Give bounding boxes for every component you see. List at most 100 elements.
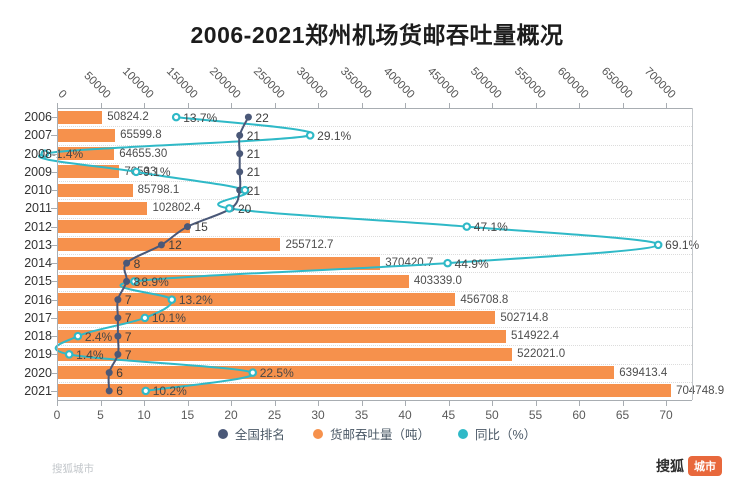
- yoy-point: [653, 240, 663, 250]
- rank-point: [114, 332, 122, 340]
- gridline: [57, 290, 692, 292]
- rank-line: [107, 116, 250, 391]
- gridline: [57, 272, 692, 274]
- left-axis-tick: [51, 171, 57, 173]
- year-label-2020: 2020: [24, 365, 52, 380]
- rank-label: 6: [116, 366, 123, 381]
- legend-item-throughput[interactable]: 货邮吞吐量（吨）: [312, 424, 430, 443]
- legend: 全国排名 货邮吞吐量（吨） 同比（%）: [0, 424, 754, 443]
- left-axis-tick: [51, 317, 57, 319]
- gridline: [57, 381, 692, 383]
- bar-value-label: 50824.2: [107, 111, 149, 124]
- left-axis-tick: [51, 135, 57, 137]
- year-label-2013: 2013: [24, 237, 52, 252]
- top-axis-tick: [274, 103, 276, 108]
- top-axis-tick: [492, 103, 493, 108]
- rank-label: 22: [255, 110, 269, 125]
- top-axis-tick: [144, 103, 145, 108]
- bar-value-label: 502714.8: [500, 311, 549, 324]
- yoy-point: [130, 277, 139, 286]
- bottom-axis-tick: [231, 401, 232, 406]
- bottom-axis-tick-label: 65: [615, 408, 630, 422]
- top-axis-tick: [579, 103, 580, 108]
- bar-2019: [58, 347, 513, 361]
- gridline: [57, 217, 692, 219]
- bottom-axis-tick-label: 70: [659, 408, 673, 422]
- year-label-2012: 2012: [24, 219, 52, 234]
- yoy-point: [305, 131, 315, 140]
- yoy-label: -1.4%: [51, 147, 84, 162]
- rank-label: 6: [116, 384, 123, 399]
- rank-label: 7: [124, 293, 132, 308]
- rank-point: [114, 314, 122, 322]
- legend-item-rank[interactable]: 全国排名: [217, 424, 285, 443]
- yoy-point: [167, 295, 177, 304]
- bar-2021: [58, 384, 672, 398]
- bottom-axis-tick-label: 35: [354, 408, 369, 422]
- gridline: [57, 254, 692, 255]
- rank-point: [184, 223, 191, 231]
- rank-label: 21: [246, 165, 261, 180]
- left-axis-tick: [51, 226, 57, 228]
- yoy-point: [140, 313, 150, 323]
- top-axis-tick: [231, 103, 232, 108]
- yoy-label: 9.1%: [143, 165, 171, 180]
- left-axis-tick: [51, 390, 57, 392]
- rank-point: [244, 113, 252, 121]
- yoy-point: [131, 167, 141, 177]
- rank-label: 7: [124, 329, 132, 344]
- yoy-point: [40, 149, 50, 158]
- year-label-2016: 2016: [24, 292, 52, 307]
- bar-2015: [58, 274, 409, 288]
- yoy-point: [73, 331, 83, 341]
- left-axis-tick: [51, 263, 57, 265]
- rank-point: [123, 259, 131, 267]
- rank-label: 8: [133, 274, 141, 289]
- bar-value-label: 514922.4: [510, 330, 559, 343]
- brand-name: 搜狐: [656, 458, 684, 474]
- gridline: [57, 327, 692, 328]
- gridline: [57, 345, 692, 347]
- bar-value-label: 255712.7: [285, 238, 334, 251]
- rank-label: 8: [133, 256, 141, 271]
- top-axis-tick: [405, 103, 406, 108]
- rank-label: 7: [124, 347, 132, 362]
- bottom-axis-tick: [405, 401, 406, 406]
- bottom-axis-tick: [187, 401, 189, 406]
- rank-label: 7: [124, 311, 132, 326]
- bottom-axis-tick-label: 5: [97, 408, 104, 422]
- rank-point: [114, 350, 122, 358]
- top-axis-tick: [187, 103, 189, 108]
- bottom-axis-tick-label: 20: [224, 408, 238, 422]
- bottom-axis-tick: [361, 401, 363, 406]
- rank-label: 15: [194, 220, 208, 235]
- bottom-axis-tick: [318, 401, 319, 406]
- yoy-point: [462, 222, 472, 231]
- bottom-axis-tick-label: 55: [528, 408, 543, 422]
- plot-right-border: [692, 108, 693, 400]
- rank-label: 21: [246, 128, 261, 143]
- bar-value-label: 704748.9: [676, 384, 725, 397]
- yoy-point: [443, 258, 452, 268]
- bottom-axis-tick-label: 45: [441, 408, 456, 422]
- year-label-2018: 2018: [24, 329, 52, 344]
- bottom-axis-tick-label: 0: [53, 408, 61, 422]
- bar-2018: [58, 329, 506, 343]
- left-axis-tick: [51, 372, 57, 374]
- yoy-point: [224, 204, 234, 213]
- year-label-2017: 2017: [24, 310, 52, 325]
- rank-label: 12: [168, 238, 182, 253]
- x-axis-bottom: [57, 400, 692, 401]
- year-label-2015: 2015: [24, 274, 52, 289]
- gridline: [57, 181, 692, 182]
- legend-item-yoy[interactable]: 同比（%）: [457, 424, 536, 443]
- y-axis-left: [57, 108, 58, 400]
- bar-2017: [58, 311, 496, 325]
- yoy-label: 13.7%: [183, 110, 218, 125]
- bottom-axis-tick: [579, 401, 580, 406]
- bar-2007: [58, 128, 116, 142]
- left-axis-tick: [51, 281, 57, 283]
- bar-value-label: 403339.0: [413, 275, 462, 288]
- top-axis-tick: [57, 103, 58, 108]
